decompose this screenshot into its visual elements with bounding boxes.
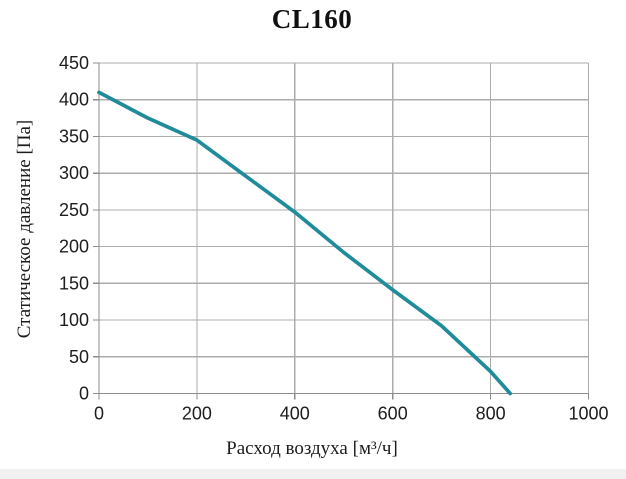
x-tick-label: 400 bbox=[280, 404, 310, 424]
y-tick-label: 50 bbox=[69, 347, 89, 367]
page-bottom-band bbox=[0, 469, 626, 479]
y-tick-label: 150 bbox=[59, 273, 89, 293]
y-tick-label: 300 bbox=[59, 163, 89, 183]
y-tick-label: 250 bbox=[59, 200, 89, 220]
y-axis-title: Статическое давление [Па] bbox=[14, 119, 35, 339]
x-tick-label: 600 bbox=[378, 404, 408, 424]
y-tick-label: 0 bbox=[79, 384, 89, 404]
series-curve bbox=[97, 90, 513, 396]
y-tick-label: 200 bbox=[59, 237, 89, 257]
x-tick-label: 0 bbox=[94, 404, 104, 424]
chart-title: CL160 bbox=[271, 4, 353, 34]
y-tick-label: 450 bbox=[59, 53, 89, 73]
x-tick-label: 800 bbox=[476, 404, 506, 424]
y-tick-label: 400 bbox=[59, 90, 89, 110]
x-tick-label: 1000 bbox=[568, 404, 608, 424]
x-axis-title: Расход воздуха [м³/ч] bbox=[226, 438, 398, 459]
y-tick-label: 350 bbox=[59, 126, 89, 146]
y-tick-label: 100 bbox=[59, 310, 89, 330]
x-tick-label: 200 bbox=[182, 404, 212, 424]
